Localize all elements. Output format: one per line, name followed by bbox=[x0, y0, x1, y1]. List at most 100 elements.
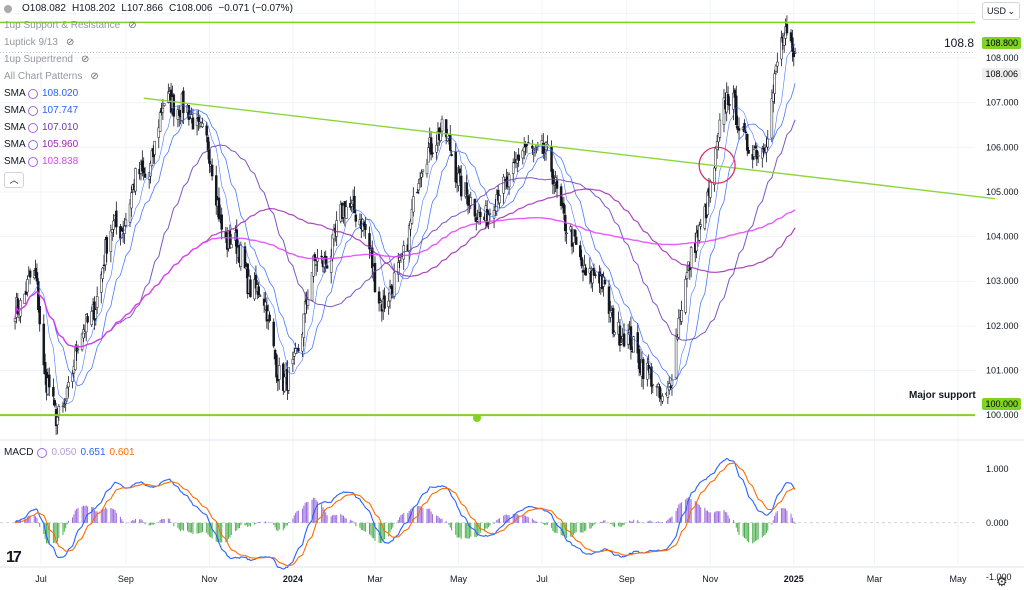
candle-body bbox=[407, 225, 411, 253]
candle-body bbox=[392, 272, 396, 298]
candle-body bbox=[56, 416, 59, 425]
indicator-row[interactable]: 1up Support & Resistance ⊘ bbox=[4, 17, 295, 34]
candle-body bbox=[449, 134, 452, 151]
candle-body bbox=[507, 174, 511, 188]
sma-line bbox=[14, 119, 796, 348]
candle-body bbox=[377, 291, 381, 304]
candle-body bbox=[239, 244, 243, 267]
loading-ring-icon bbox=[37, 447, 48, 458]
candle-body bbox=[312, 255, 315, 277]
candle-body bbox=[632, 336, 635, 353]
candle-body bbox=[158, 112, 162, 132]
price-tick-label: 106.000 bbox=[986, 142, 1019, 152]
candle-body bbox=[90, 311, 93, 326]
candle-body bbox=[565, 232, 568, 235]
candle-body bbox=[53, 400, 56, 406]
candle-body bbox=[353, 195, 356, 214]
candle-body bbox=[205, 125, 208, 136]
candle-body bbox=[101, 267, 104, 279]
candle-body bbox=[699, 224, 702, 227]
candle-body bbox=[373, 262, 377, 292]
sma-row[interactable]: SMA 105.960 bbox=[4, 136, 295, 153]
candle-body bbox=[465, 182, 468, 195]
candle-body bbox=[364, 223, 367, 230]
candle-body bbox=[201, 123, 204, 127]
candle-body bbox=[498, 195, 501, 204]
candle-body bbox=[124, 219, 128, 226]
indicator-row[interactable]: 1up Supertrend ⊘ bbox=[4, 51, 295, 68]
candle-body bbox=[562, 203, 566, 214]
collapse-legend-button[interactable]: ︿ bbox=[4, 172, 24, 188]
candle-body bbox=[709, 181, 712, 198]
loading-ring-icon bbox=[28, 122, 38, 133]
candle-body bbox=[421, 169, 425, 172]
candle-body bbox=[756, 155, 760, 157]
resistance-text: 108.8 bbox=[944, 36, 975, 50]
indicator-row[interactable]: All Chart Patterns ⊘ bbox=[4, 68, 295, 85]
candle-body bbox=[574, 236, 578, 245]
ohlc-row: O108.082 H108.202 L107.866 C108.006 −0.0… bbox=[4, 0, 295, 17]
candle-body bbox=[67, 381, 70, 388]
candle-body bbox=[674, 336, 678, 379]
candle-body bbox=[551, 169, 555, 185]
sma-row[interactable]: SMA 103.838 bbox=[4, 153, 295, 170]
time-tick-label: Mar bbox=[367, 574, 383, 584]
candle-body bbox=[48, 374, 51, 388]
price-tick-label: 103.000 bbox=[986, 276, 1019, 286]
candle-body bbox=[611, 307, 615, 334]
candle-body bbox=[737, 128, 741, 131]
candle-body bbox=[320, 255, 323, 258]
indicator-label: 1up Support & Resistance bbox=[4, 20, 121, 31]
sma-label: SMA bbox=[4, 122, 26, 133]
candle-body bbox=[157, 127, 161, 138]
candle-body bbox=[728, 104, 731, 106]
candle-body bbox=[214, 175, 218, 206]
candle-body bbox=[275, 354, 278, 378]
sma-row[interactable]: SMA 108.020 bbox=[4, 85, 295, 102]
eye-off-icon[interactable]: ⊘ bbox=[128, 20, 137, 31]
candle-body bbox=[65, 387, 69, 399]
candle-body bbox=[770, 98, 774, 139]
indicator-row[interactable]: 1uptick 9/13 ⊘ bbox=[4, 34, 295, 51]
candle-body bbox=[607, 286, 611, 314]
price-tick-label: 105.000 bbox=[986, 187, 1019, 197]
time-tick-label: May bbox=[450, 574, 468, 584]
eye-off-icon[interactable]: ⊘ bbox=[80, 54, 90, 65]
candle-body bbox=[409, 221, 412, 230]
candle-body bbox=[774, 65, 778, 72]
sma-row[interactable]: SMA 107.010 bbox=[4, 119, 295, 136]
candle-body bbox=[249, 279, 252, 298]
candle-body bbox=[747, 149, 750, 154]
candle-body bbox=[230, 244, 233, 249]
candle-body bbox=[718, 119, 722, 138]
close-value: C108.006 bbox=[169, 3, 213, 14]
support-price-badge: 100.000 bbox=[982, 398, 1021, 410]
candle-body bbox=[444, 119, 448, 138]
candle-body bbox=[755, 150, 759, 160]
macd-legend: MACD 0.050 0.651 0.601 bbox=[4, 447, 135, 458]
eye-off-icon[interactable]: ⊘ bbox=[90, 71, 99, 82]
low-value: L107.866 bbox=[121, 3, 164, 14]
eye-off-icon[interactable]: ⊘ bbox=[65, 37, 75, 48]
candle-body bbox=[38, 306, 41, 325]
sma-row[interactable]: SMA 107.747 bbox=[4, 102, 295, 119]
macd-value-3: 0.601 bbox=[109, 447, 135, 458]
candle-body bbox=[182, 90, 185, 114]
resistance-price-badge: 108.800 bbox=[982, 37, 1021, 49]
alert-marker-icon bbox=[473, 414, 481, 422]
candle-body bbox=[580, 257, 583, 267]
macd-value-2: 0.651 bbox=[80, 447, 106, 458]
candle-body bbox=[766, 138, 770, 148]
candle-body bbox=[745, 133, 749, 151]
sma-value: 107.010 bbox=[42, 122, 79, 133]
sma-line bbox=[14, 83, 796, 387]
candle-body bbox=[511, 162, 515, 174]
currency-selector[interactable]: USD ⌄ bbox=[982, 2, 1020, 20]
sma-label: SMA bbox=[4, 105, 26, 116]
candle-body bbox=[149, 163, 152, 177]
candle-body bbox=[86, 316, 89, 323]
gear-icon[interactable]: ⚙ bbox=[996, 574, 1008, 589]
highlight-circle bbox=[698, 146, 736, 184]
trend-line bbox=[143, 97, 996, 200]
